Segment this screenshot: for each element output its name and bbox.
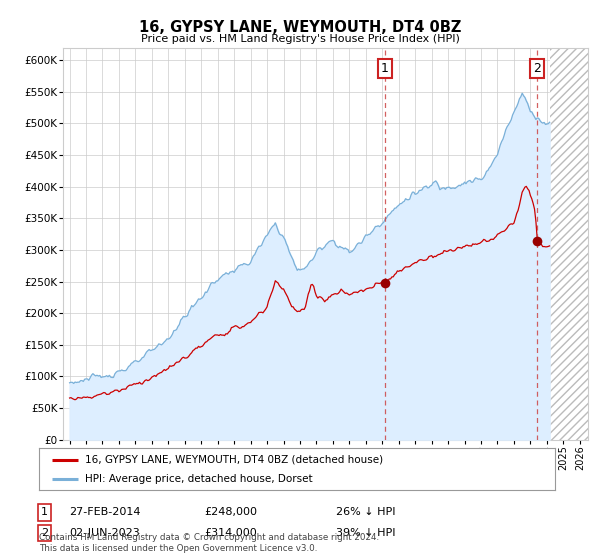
Text: 1: 1	[41, 507, 48, 517]
Bar	[550, 48, 588, 440]
Text: 2: 2	[533, 62, 541, 75]
Text: Contains HM Land Registry data © Crown copyright and database right 2024.
This d: Contains HM Land Registry data © Crown c…	[39, 533, 379, 553]
Text: 02-JUN-2023: 02-JUN-2023	[69, 528, 140, 538]
Text: 16, GYPSY LANE, WEYMOUTH, DT4 0BZ (detached house): 16, GYPSY LANE, WEYMOUTH, DT4 0BZ (detac…	[85, 455, 383, 465]
Bar	[550, 48, 588, 440]
Text: 26% ↓ HPI: 26% ↓ HPI	[336, 507, 395, 517]
Text: £314,000: £314,000	[204, 528, 257, 538]
Text: Price paid vs. HM Land Registry's House Price Index (HPI): Price paid vs. HM Land Registry's House …	[140, 34, 460, 44]
Text: 1: 1	[381, 62, 389, 75]
Text: 16, GYPSY LANE, WEYMOUTH, DT4 0BZ: 16, GYPSY LANE, WEYMOUTH, DT4 0BZ	[139, 20, 461, 35]
Text: 27-FEB-2014: 27-FEB-2014	[69, 507, 140, 517]
Text: £248,000: £248,000	[204, 507, 257, 517]
Text: 39% ↓ HPI: 39% ↓ HPI	[336, 528, 395, 538]
Text: HPI: Average price, detached house, Dorset: HPI: Average price, detached house, Dors…	[85, 474, 313, 484]
Text: 2: 2	[41, 528, 48, 538]
